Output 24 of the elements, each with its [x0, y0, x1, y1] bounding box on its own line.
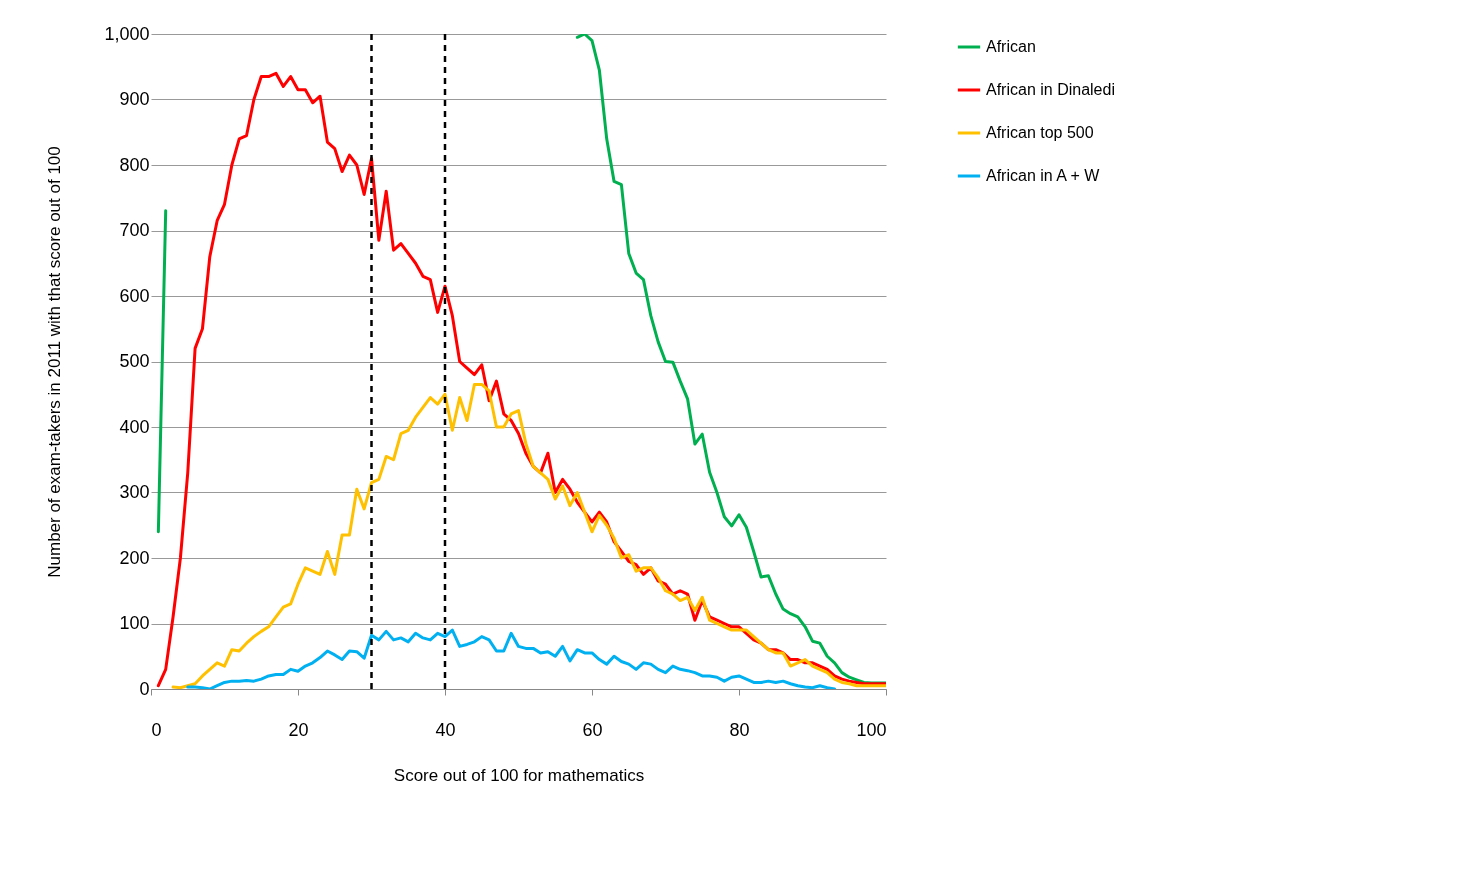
legend-label: African: [986, 38, 1036, 55]
legend-label: African top 500: [986, 124, 1094, 141]
y-axis-title: Number of exam-takers in 2011 with that score out of 100: [45, 146, 65, 578]
x-tick-label: 80: [729, 719, 750, 740]
y-tick-label: 500: [119, 351, 150, 371]
legend-label: African in Dinaledi: [986, 81, 1115, 98]
y-tick-label: 900: [119, 89, 150, 109]
y-tick-label: 800: [119, 154, 150, 175]
y-tick-label: 200: [119, 547, 150, 568]
y-tick-label: 100: [119, 613, 150, 633]
line-series: [171, 382, 886, 689]
y-tick-label: 0: [139, 678, 150, 699]
line-series: [186, 628, 837, 689]
y-tick-label: 1,000: [104, 23, 150, 44]
y-tick-label: 300: [119, 482, 150, 502]
x-axis-title: Score out of 100 for mathematics: [393, 765, 645, 785]
x-tick-label: 40: [435, 719, 456, 740]
y-tick-label: 400: [119, 416, 150, 437]
y-tick-label: 600: [119, 285, 150, 306]
y-tick-label: 700: [119, 220, 150, 240]
legend-label: African in A + W: [986, 167, 1101, 184]
x-tick-label: 60: [582, 719, 603, 740]
x-tick-label: 100: [856, 719, 887, 740]
x-tick-label: 20: [288, 719, 309, 740]
